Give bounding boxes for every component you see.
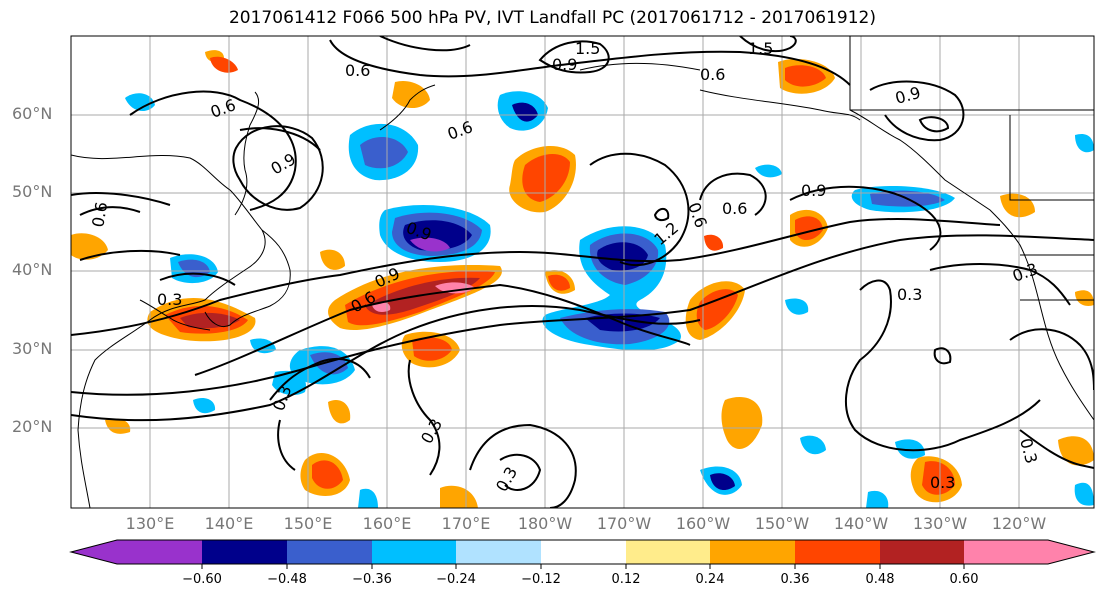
- lat-label: 40°N: [12, 260, 53, 279]
- colorbar-tick-label: −0.60: [182, 572, 222, 587]
- colorbar-segment: [71, 540, 117, 564]
- colorbar-segment: [541, 540, 626, 564]
- shade-blob: [180, 312, 240, 329]
- map-border: [70, 35, 1095, 509]
- colorbar-segment: [372, 540, 456, 564]
- shade-blob: [328, 400, 351, 424]
- contour-label: 1.5: [748, 39, 773, 58]
- contour-label: 0.3: [897, 285, 922, 304]
- colorbar-segment: [1048, 540, 1094, 564]
- shade-blob: [866, 490, 889, 508]
- shade-blob: [125, 93, 155, 112]
- shade-blob: [785, 298, 809, 315]
- colorbar-tick-label: 0.24: [695, 572, 725, 587]
- shade-blob: [71, 233, 108, 260]
- shade-blob: [696, 289, 738, 330]
- colorbar-segment: [710, 540, 795, 564]
- shade-blob: [193, 398, 216, 414]
- shade-blob: [548, 274, 570, 291]
- shade-blob: [440, 485, 478, 508]
- shade-blob: [522, 154, 570, 202]
- lon-label: 140°E: [204, 514, 254, 533]
- colorbar-segment: [202, 540, 287, 564]
- shade-blob: [320, 249, 345, 270]
- colorbar-segment: [287, 540, 372, 564]
- shade-blob: [1074, 482, 1094, 506]
- shade-blob: [210, 56, 238, 73]
- shade-blob: [105, 418, 131, 434]
- shade-blob: [412, 337, 452, 361]
- lat-label: 50°N: [12, 182, 53, 201]
- colorbar-tick-label: −0.36: [352, 572, 392, 587]
- shade-blob: [358, 488, 378, 508]
- colorbar-tick-label: 0.48: [865, 572, 895, 587]
- contour-label: 0.6: [88, 200, 111, 228]
- shade-blob: [710, 473, 735, 491]
- lat-label: 20°N: [12, 417, 53, 436]
- colorbar-segment: [626, 540, 710, 564]
- contour-label: 0.6: [700, 65, 725, 84]
- colorbar: [69, 539, 1096, 569]
- shade-blob: [922, 461, 955, 495]
- lon-label: 120°W: [991, 514, 1047, 533]
- shade-blob: [895, 439, 925, 459]
- contour-label: 0.3: [930, 473, 955, 492]
- lon-label: 160°E: [362, 514, 412, 533]
- shade-blob: [785, 65, 826, 87]
- colorbar-outline: [69, 539, 1096, 565]
- shade-blob: [1075, 133, 1094, 153]
- contour-label: 1.5: [575, 39, 600, 58]
- lat-label: 60°N: [12, 104, 53, 123]
- contour-label: 0.6: [345, 61, 370, 80]
- colorbar-tick-label: −0.12: [521, 572, 561, 587]
- shade-blob: [392, 80, 430, 109]
- shade-blob: [372, 302, 391, 313]
- shade-blob: [1075, 290, 1094, 306]
- shade-blob: [1000, 193, 1035, 218]
- shade-blob: [800, 435, 826, 455]
- contour-label: 0.6: [722, 199, 747, 218]
- shade-blob: [597, 242, 648, 271]
- pv-contours: [71, 36, 1094, 508]
- pv-shading: [71, 50, 1094, 508]
- shade-blob: [512, 102, 538, 122]
- shade-blob: [721, 397, 763, 449]
- lon-label: 160°W: [675, 514, 731, 533]
- shade-blob: [312, 460, 343, 489]
- map-content: 0.6 0.6 0.6 0.6 0.6 0.6 0.6 0.9 0.9 0.9 …: [71, 36, 1094, 508]
- colorbar-segment: [880, 540, 964, 564]
- lon-label: 180°W: [517, 514, 573, 533]
- lon-label: 170°E: [441, 514, 491, 533]
- lon-label: 150°E: [283, 514, 333, 533]
- contour-label: 0.9: [552, 55, 577, 74]
- lon-label: 150°W: [754, 514, 810, 533]
- colorbar-tick-label: 0.12: [611, 572, 641, 587]
- shade-blob: [755, 164, 782, 178]
- colorbar-segment: [964, 540, 1048, 564]
- coastlines: [71, 36, 1094, 508]
- shade-blob: [410, 237, 450, 252]
- map-title: 2017061412 F066 500 hPa PV, IVT Landfall…: [228, 8, 876, 28]
- contour-label: 0.9: [801, 181, 826, 200]
- colorbar-segment: [795, 540, 880, 564]
- colorbar-segment: [117, 540, 202, 564]
- shade-blob: [435, 282, 475, 294]
- shade-blob: [360, 136, 408, 169]
- lon-label: 170°W: [596, 514, 652, 533]
- shade-blob: [178, 259, 210, 278]
- graticule: [71, 36, 1094, 508]
- contour-label: 0.3: [157, 290, 182, 309]
- shade-blob: [704, 234, 724, 251]
- colorbar-tick-label: −0.48: [267, 572, 307, 587]
- lon-label: 130°E: [125, 514, 175, 533]
- colorbar-tick-label: 0.60: [949, 572, 979, 587]
- shade-blob: [1058, 436, 1094, 466]
- lon-label: 130°W: [912, 514, 968, 533]
- lat-label: 30°N: [12, 339, 53, 358]
- colorbar-tick-label: 0.36: [780, 572, 810, 587]
- lon-label: 140°W: [833, 514, 889, 533]
- colorbar-tick-label: −0.24: [436, 572, 476, 587]
- colorbar-segment: [456, 540, 541, 564]
